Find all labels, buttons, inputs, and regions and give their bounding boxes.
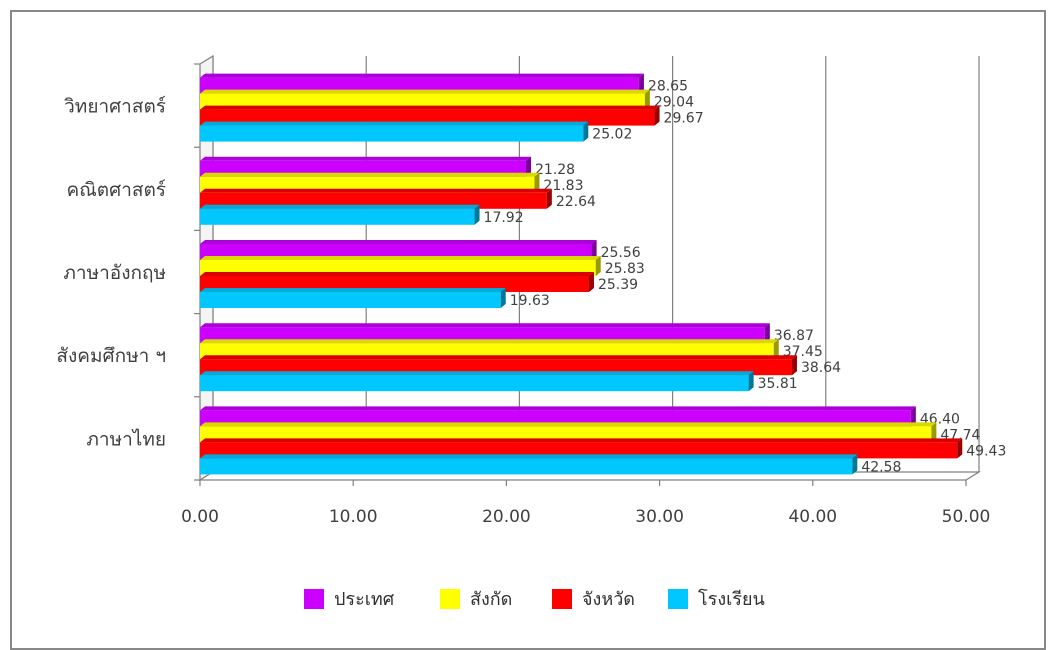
data-label: 35.81 (758, 376, 798, 392)
bar-end (764, 323, 770, 344)
legend-swatch (552, 589, 572, 609)
data-label: 25.02 (592, 127, 632, 143)
data-label: 25.39 (598, 277, 638, 293)
bar-top (200, 73, 644, 78)
bar-end (591, 240, 597, 260)
bar-top (200, 288, 506, 292)
bar-end (526, 156, 532, 177)
data-label: 28.65 (648, 79, 688, 95)
x-tick-label: 40.00 (788, 507, 837, 527)
bar-end (791, 355, 797, 376)
bar-end (588, 272, 594, 292)
data-label: 38.64 (801, 360, 841, 376)
bar-top (200, 172, 540, 177)
data-label: 21.28 (535, 162, 575, 178)
bar-end (583, 121, 589, 142)
data-label: 17.92 (484, 210, 524, 226)
bar-top (200, 105, 660, 110)
data-label: 22.64 (556, 194, 596, 210)
category-label: ภาษาไทย (86, 428, 166, 450)
bar-top (200, 256, 601, 260)
legend-swatch (440, 589, 460, 609)
bar-top (200, 272, 594, 276)
bar (200, 375, 749, 392)
bar-end (931, 422, 937, 443)
data-label: 21.83 (543, 178, 583, 194)
x-tick-label: 0.00 (181, 507, 219, 527)
bar-end (773, 339, 779, 360)
legend-swatch (668, 589, 688, 609)
data-label: 42.58 (861, 459, 901, 475)
bar-top (200, 323, 770, 328)
bar (200, 458, 853, 475)
bar-top (200, 422, 937, 427)
bar-top (200, 188, 552, 193)
bar-end (644, 89, 650, 110)
x-tick-label: 10.00 (329, 507, 378, 527)
bar-end (500, 288, 506, 308)
bar-top (200, 156, 532, 161)
bar-top (200, 406, 916, 411)
bar-end (654, 105, 660, 126)
data-label: 25.56 (601, 245, 641, 261)
category-label: วิทยาศาสตร์ (64, 96, 166, 118)
bar-top (200, 121, 589, 126)
category-label: ภาษาอังกฤษ (63, 262, 166, 284)
data-label: 25.83 (605, 261, 645, 277)
bar (200, 208, 475, 225)
bar-end (957, 438, 963, 459)
data-label: 49.43 (966, 443, 1006, 459)
data-label: 29.04 (654, 95, 694, 111)
bar-end (748, 371, 754, 392)
bar-top (200, 339, 779, 344)
legend-label: จังหวัด (582, 589, 635, 610)
bar-top (200, 204, 480, 209)
bar-end (534, 172, 540, 193)
legend-label: สังกัด (470, 589, 512, 610)
bar-top (200, 355, 797, 360)
bar-end (852, 454, 858, 475)
bar-end (595, 256, 601, 276)
bar-top (200, 371, 754, 376)
data-label: 36.87 (774, 328, 814, 344)
x-tick-label: 30.00 (635, 507, 684, 527)
legend-label: ประเทศ (334, 589, 395, 610)
category-label: คณิตศาสตร์ (66, 179, 166, 201)
category-label: สังคมศึกษา ฯ (56, 345, 166, 367)
bar-end (474, 204, 480, 225)
legend-label: โรงเรียน (698, 588, 765, 610)
bar-top (200, 438, 963, 443)
bar-top (200, 89, 650, 94)
data-label: 29.67 (664, 111, 704, 127)
data-label: 19.63 (510, 293, 550, 309)
bar-end (546, 188, 552, 209)
bar-top (200, 454, 858, 459)
bar-end (638, 73, 644, 94)
x-tick-label: 50.00 (942, 507, 991, 527)
legend-swatch (304, 589, 324, 609)
bar (200, 125, 584, 142)
bar-top (200, 240, 597, 244)
x-tick-label: 20.00 (482, 507, 531, 527)
bar (200, 292, 501, 308)
bar-end (910, 406, 916, 427)
